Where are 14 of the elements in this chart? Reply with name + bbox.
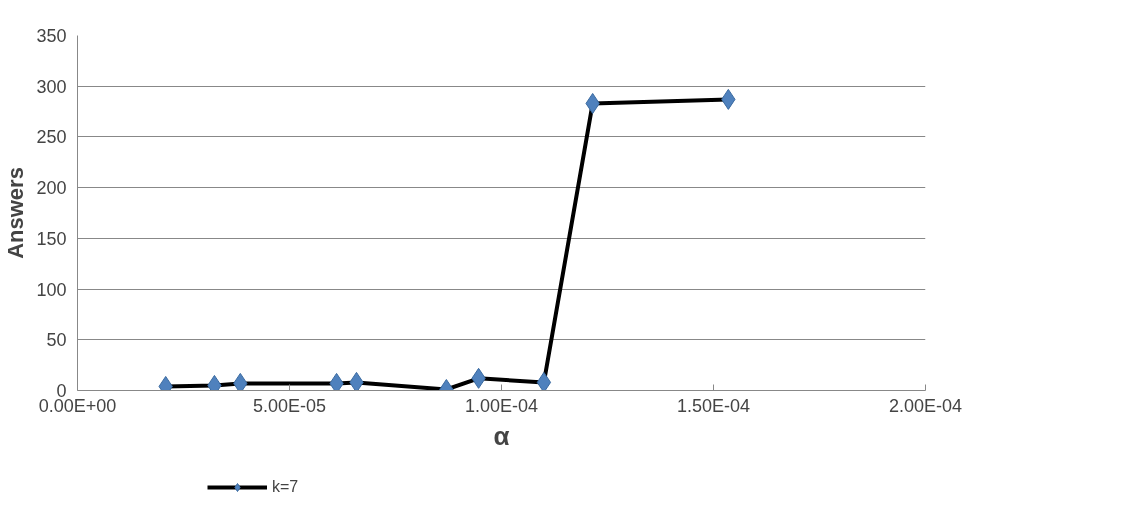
y-tick-label: 100 (36, 279, 67, 300)
x-tick-label: 2.00E-04 (888, 395, 963, 416)
x-tick-label: 5.00E-05 (252, 395, 327, 416)
y-tick-label: 350 (36, 26, 67, 46)
y-tick-label: 300 (36, 76, 67, 97)
x-axis-title: α (493, 420, 510, 451)
y-tick-label: 150 (36, 228, 67, 249)
y-axis-title: Answers (3, 167, 29, 259)
x-tick-label: 1.00E-04 (464, 395, 539, 416)
y-tick-label: 200 (36, 178, 67, 199)
x-tick-label: 1.50E-04 (676, 395, 751, 416)
y-tick-label: 250 (36, 127, 67, 148)
legend-label: k=7 (272, 478, 299, 496)
y-tick-label: 50 (46, 330, 67, 351)
